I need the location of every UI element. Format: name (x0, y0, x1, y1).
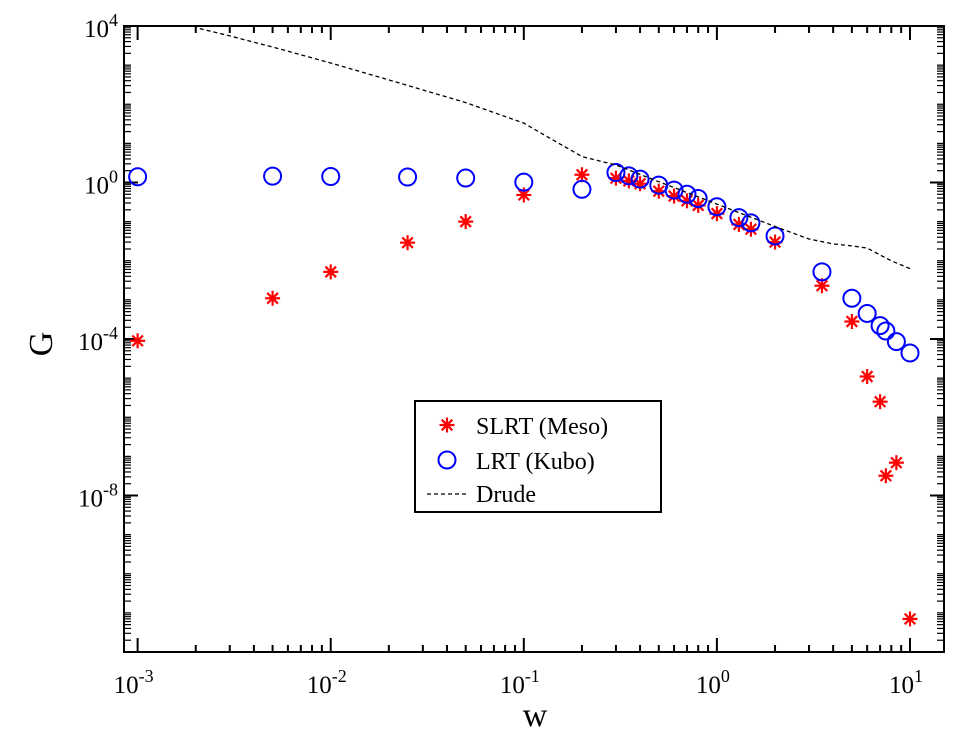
slrt-point (844, 314, 860, 330)
legend-marker-slrt (439, 417, 455, 433)
slrt-point (859, 369, 875, 385)
legend: SLRT (Meso) LRT (Kubo) Drude (414, 400, 662, 513)
slrt-point (400, 235, 416, 251)
x-tick-label: 101 (889, 666, 923, 699)
lrt-point (870, 316, 890, 336)
x-axis-title: w (523, 697, 548, 732)
asterisk-stroke (266, 292, 279, 305)
lrt-point (263, 166, 283, 186)
lrt-point (321, 167, 341, 187)
lrt-point (842, 288, 862, 308)
lrt-point (619, 166, 639, 186)
asterisk-stroke (890, 456, 903, 469)
lrt-point (765, 226, 785, 246)
legend-label-slrt: SLRT (Meso) (476, 414, 608, 440)
lrt-point (900, 343, 920, 363)
asterisk-stroke (401, 236, 414, 249)
lrt-point (456, 168, 476, 188)
x-tick-label: 10-1 (500, 666, 540, 699)
asterisk-stroke (324, 265, 337, 278)
asterisk-stroke (768, 236, 782, 249)
legend-circle (437, 450, 457, 470)
asterisk-stroke (903, 612, 917, 626)
lrt-point (677, 184, 697, 204)
asterisk-stroke (652, 185, 665, 198)
lrt-point (572, 179, 592, 199)
legend-marker-lrt (437, 450, 457, 470)
drude-line (199, 27, 911, 270)
lrt-point (514, 172, 534, 192)
plot-area-border (123, 25, 945, 653)
y-tick-label: 10-8 (78, 480, 118, 513)
data-series (128, 27, 920, 627)
slrt-point (632, 176, 648, 192)
slrt-point (265, 290, 281, 306)
lrt-point (886, 332, 906, 352)
asterisk-stroke (517, 188, 530, 202)
asterisk-stroke (131, 334, 144, 347)
asterisk-stroke (440, 418, 454, 432)
slrt-point (878, 468, 894, 484)
y-tick-label: 100 (84, 167, 118, 200)
asterisk-stroke (459, 215, 472, 228)
lrt-point (857, 303, 877, 323)
lrt-point (664, 180, 684, 200)
slrt-point (323, 264, 339, 280)
slrt-point (814, 278, 830, 294)
asterisk-stroke (874, 395, 887, 408)
asterisk-stroke (744, 223, 757, 236)
slrt-point (458, 214, 474, 230)
lrt-point (729, 208, 749, 228)
slrt-point (130, 333, 146, 349)
legend-asterisk (439, 417, 455, 433)
lrt-point (812, 262, 832, 282)
asterisk-stroke (861, 370, 874, 383)
lrt-point (606, 163, 626, 183)
x-tick-label: 10-3 (114, 666, 154, 699)
plot-frame (123, 25, 945, 653)
asterisk-stroke (879, 469, 892, 482)
lrt-point (688, 188, 708, 208)
tick-labels: 10-3 10-2 10-1 100 101 104 100 10-4 10-8 (78, 10, 923, 699)
y-tick-label: 104 (84, 10, 118, 43)
asterisk-stroke (575, 168, 589, 181)
asterisk-stroke (692, 199, 705, 212)
slrt-point (574, 167, 590, 183)
asterisk-stroke (667, 189, 681, 203)
legend-label-lrt: LRT (Kubo) (476, 449, 595, 475)
lrt-point (876, 321, 896, 341)
slrt-point (872, 394, 888, 410)
slrt-point (902, 611, 918, 627)
lrt-point (741, 213, 761, 233)
slrt-point (888, 455, 904, 471)
lrt-point (630, 169, 650, 189)
lrt-point (398, 167, 418, 187)
x-tick-label: 10-2 (307, 666, 347, 699)
asterisk-stroke (845, 315, 858, 328)
x-tick-label: 100 (696, 666, 730, 699)
asterisk-stroke (815, 279, 829, 292)
legend-label-drude: Drude (476, 482, 536, 508)
lrt-point (128, 167, 148, 187)
axis-ticks (124, 25, 944, 653)
asterisk-stroke (710, 207, 723, 220)
y-tick-label: 10-4 (78, 323, 118, 356)
y-axis-title: G (23, 332, 60, 357)
